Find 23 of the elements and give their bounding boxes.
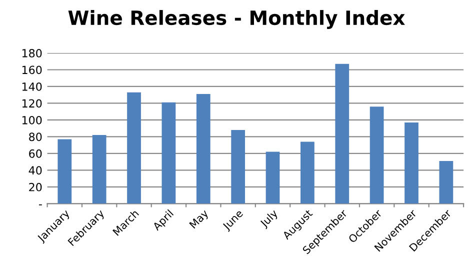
- y-tick-label: 140: [22, 82, 42, 91]
- bar: [300, 142, 314, 204]
- y-tick-label: 180: [22, 48, 42, 58]
- bar: [404, 122, 418, 204]
- bar: [231, 130, 246, 204]
- bar: [92, 135, 106, 204]
- y-tick-label: 120: [22, 99, 42, 108]
- bar: [127, 92, 141, 204]
- bar: [196, 94, 210, 204]
- y-tick-label: 80: [29, 132, 42, 142]
- y-tick-label: 20: [29, 182, 42, 192]
- bar: [439, 160, 454, 204]
- y-tick-label: -: [38, 204, 42, 206]
- bar: [335, 64, 350, 204]
- chart-title: Wine Releases - Monthly Index: [68, 10, 405, 30]
- bar: [266, 152, 280, 204]
- bar: [162, 102, 176, 204]
- bar: [370, 106, 384, 204]
- y-tick-label: 100: [22, 116, 42, 124]
- y-tick-label: 40: [28, 166, 42, 175]
- y-tick-label: 160: [22, 66, 42, 74]
- bar: [58, 139, 72, 204]
- y-tick-label: 60: [29, 149, 42, 158]
